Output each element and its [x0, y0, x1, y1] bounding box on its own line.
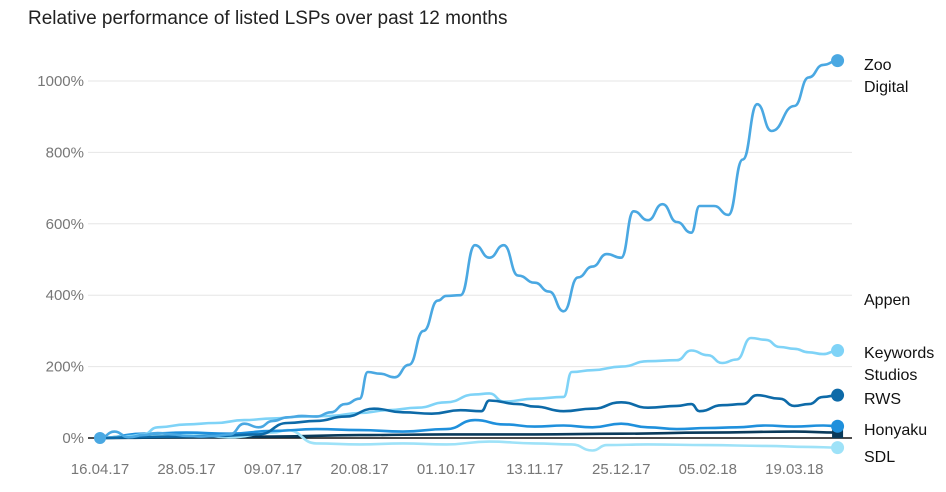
- y-tick-label: 200%: [46, 359, 84, 376]
- series-label-keywords-studios: Keywords: [864, 345, 934, 362]
- end-marker-zoo-digital: [831, 54, 845, 68]
- x-tick-label: 20.08.17: [330, 461, 388, 478]
- series-label-appen: Appen: [864, 292, 910, 309]
- series-line-keywords-studios: [98, 336, 839, 440]
- grid-layer: [88, 80, 852, 368]
- series-label-honyaku: Honyaku: [864, 422, 927, 439]
- x-tick-label: 25.12.17: [592, 461, 650, 478]
- x-tick-label: 28.05.17: [157, 461, 215, 478]
- x-tick-label: 19.03.18: [765, 461, 823, 478]
- series-line-zoo-digital: [98, 59, 839, 440]
- chart-title: Relative performance of listed LSPs over…: [28, 8, 508, 29]
- y-tick-label: 400%: [46, 287, 84, 304]
- series-label-rws: RWS: [864, 391, 901, 408]
- end-marker-rws: [831, 388, 845, 402]
- y-tick-label: 0%: [62, 430, 84, 447]
- y-tick-label: 1000%: [37, 73, 84, 90]
- series-label-layer: Zoo Digital Appen Keywords Studios RWS Honyaku…: [864, 57, 934, 466]
- marker-layer: [94, 54, 845, 455]
- series-label-sdl: SDL: [864, 449, 895, 466]
- x-tick-label: 13.11.17: [506, 461, 563, 478]
- series-line-sdl: [98, 428, 839, 452]
- axis-layer: 0% 200% 400% 600% 800% 1000% 16.04.17 28.05.17 0…: [37, 73, 823, 478]
- series-line-honyaku: [98, 418, 839, 440]
- start-marker: [94, 432, 106, 444]
- series-label-zoo-digital: Digital: [864, 79, 908, 96]
- x-tick-label: 16.04.17: [71, 461, 129, 478]
- series-layer: [98, 59, 839, 452]
- series-label-keywords-studios: Studios: [864, 367, 917, 384]
- end-marker-honyaku: [831, 419, 845, 433]
- end-marker-keywords-studios: [831, 344, 845, 358]
- x-tick-label: 01.10.17: [417, 461, 475, 478]
- end-marker-sdl: [831, 441, 845, 455]
- series-line-rws: [98, 393, 839, 440]
- y-tick-label: 600%: [46, 216, 84, 233]
- x-tick-label: 05.02.18: [679, 461, 737, 478]
- x-tick-label: 09.07.17: [244, 461, 302, 478]
- series-label-zoo-digital: Zoo: [864, 57, 892, 74]
- y-tick-label: 800%: [46, 144, 84, 161]
